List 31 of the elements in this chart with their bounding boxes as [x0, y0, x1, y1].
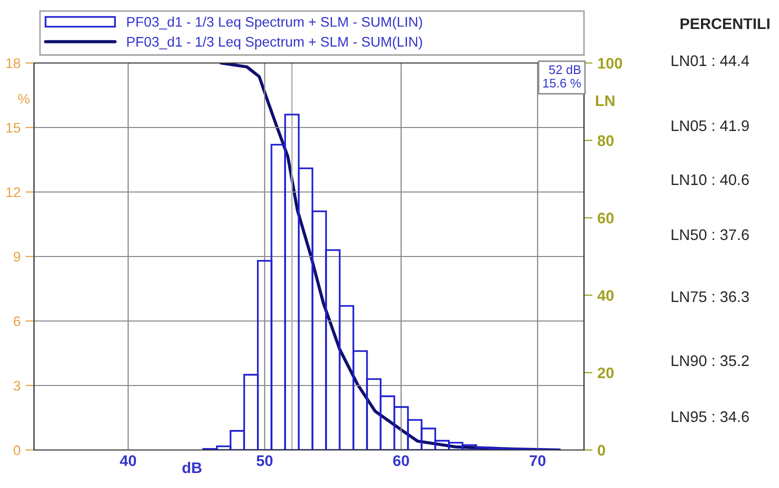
y-tick-label: 18: [6, 58, 20, 68]
legend-label: PF03_d1 - 1/3 Leq Spectrum + SLM - SUM(LIN): [127, 36, 422, 50]
x-tick-label: 50: [256, 455, 273, 466]
y2-tick-label: 20: [598, 367, 614, 378]
x-tick-label: 40: [120, 455, 136, 466]
text: LN10 : 40.6: [672, 174, 749, 186]
y-tick-label: 12: [6, 187, 20, 198]
x-axis-title: dB: [182, 462, 202, 474]
y2-tick-label: 40: [597, 290, 614, 301]
y2-tick-label: 80: [598, 135, 614, 146]
text: LN90 : 35.2: [672, 355, 749, 366]
y2-tick-label: 60: [598, 212, 614, 224]
text: LN05 : 41.9: [672, 120, 749, 132]
y-tick-label: 6: [14, 316, 20, 326]
text: LN95 : 34.6: [672, 411, 749, 422]
text: LN50 : 37.6: [672, 229, 749, 240]
y2-axis-title: LN: [596, 95, 614, 106]
text: LN75 : 36.3: [672, 291, 749, 302]
text: PERCENTILI: [680, 18, 770, 30]
y2-tick-label: 0: [598, 444, 606, 456]
y-tick-label: 15: [6, 122, 20, 133]
y-tick-label: 0: [14, 445, 20, 456]
y2-tick-label: 100: [598, 58, 622, 69]
legend-label: PF03_d1 - 1/3 Leq Spectrum + SLM - SUM(LIN): [127, 16, 422, 30]
x-tick-label: 70: [530, 455, 546, 466]
y-tick-label: 3: [14, 380, 20, 391]
x-tick-label: 60: [393, 455, 409, 466]
y-axis-title: %: [18, 94, 30, 104]
text: LN01 : 44.4: [672, 55, 750, 66]
annotation: 52 dB 15.6 %: [543, 64, 581, 88]
y-tick-label: 9: [14, 252, 20, 262]
